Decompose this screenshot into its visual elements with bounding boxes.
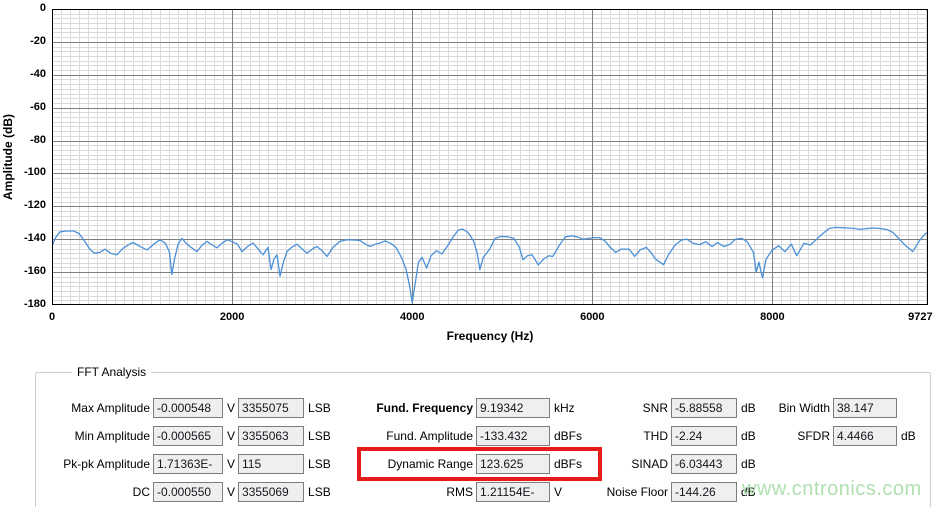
y-tick-label: -160 bbox=[23, 265, 46, 278]
min-amplitude-volts-field[interactable]: -0.000565 bbox=[153, 426, 223, 446]
y-tick-label: -80 bbox=[30, 133, 46, 146]
dbfs-unit: dBFs bbox=[554, 429, 583, 443]
x-axis-title: Frequency (Hz) bbox=[446, 329, 534, 343]
y-tick-label: -60 bbox=[30, 100, 46, 113]
x-tick-label: 0 bbox=[48, 311, 56, 323]
lsb-unit: LSB bbox=[308, 457, 331, 471]
db-unit: dB bbox=[741, 485, 756, 499]
pkpk-amplitude-lsb-field[interactable]: 115 bbox=[238, 454, 305, 474]
y-tick-label: -40 bbox=[30, 67, 46, 80]
min-amplitude-label: Min Amplitude bbox=[74, 429, 150, 443]
thd-row: THD -2.24 dB bbox=[585, 422, 756, 450]
khz-unit: kHz bbox=[554, 401, 575, 415]
y-tick-label: -120 bbox=[23, 199, 46, 212]
rms-field[interactable]: 1.21154E- bbox=[476, 482, 550, 502]
dc-label: DC bbox=[132, 485, 150, 499]
fund-amplitude-label: Fund. Amplitude bbox=[386, 429, 473, 443]
volts-unit: V bbox=[227, 485, 236, 499]
snr-label: SNR bbox=[642, 401, 668, 415]
max-amplitude-row: Max Amplitude -0.000548 V 3355075 LSB bbox=[40, 394, 331, 422]
dbfs-unit: dBFs bbox=[554, 457, 583, 471]
dc-lsb-field[interactable]: 3355069 bbox=[238, 482, 305, 502]
y-tick-label: 0 bbox=[39, 2, 46, 14]
volts-unit: V bbox=[554, 485, 563, 499]
noise-floor-label: Noise Floor bbox=[606, 485, 668, 499]
watermark-text: www.cntronics.com bbox=[742, 478, 922, 500]
noise-floor-row: Noise Floor -144.26 dB bbox=[585, 478, 756, 506]
sfdr-label: SFDR bbox=[797, 429, 830, 443]
spectrum-trace bbox=[51, 226, 929, 304]
bin-width-fields-column: Bin Width 38.147 SFDR 4.4466 dB bbox=[752, 394, 916, 450]
sinad-field[interactable]: -6.03443 bbox=[671, 454, 737, 474]
x-tick-label: 2000 bbox=[219, 311, 245, 323]
thd-field[interactable]: -2.24 bbox=[671, 426, 737, 446]
y-tick-label: -20 bbox=[30, 34, 46, 47]
pkpk-amplitude-label: Pk-pk Amplitude bbox=[63, 457, 150, 471]
bin-width-field[interactable]: 38.147 bbox=[833, 398, 897, 418]
spectrum-svg bbox=[51, 9, 929, 305]
lsb-unit: LSB bbox=[308, 429, 331, 443]
lsb-unit: LSB bbox=[308, 401, 331, 415]
db-unit: dB bbox=[741, 429, 756, 443]
pkpk-amplitude-volts-field[interactable]: 1.71363E- bbox=[153, 454, 223, 474]
snr-fields-column: SNR -5.88558 dB THD -2.24 dB SINAD -6.03… bbox=[585, 394, 756, 506]
volts-unit: V bbox=[227, 401, 236, 415]
sinad-row: SINAD -6.03443 dB bbox=[585, 450, 756, 478]
x-tick-label: 8000 bbox=[760, 311, 785, 323]
min-amplitude-lsb-field[interactable]: 3355063 bbox=[238, 426, 305, 446]
x-tick-label: 4000 bbox=[399, 311, 425, 323]
sfdr-row: SFDR 4.4466 dB bbox=[752, 422, 916, 450]
max-amplitude-label: Max Amplitude bbox=[71, 401, 150, 415]
dynamic-range-row: Dynamic Range 123.625 dBFs bbox=[340, 450, 582, 478]
y-tick-label: -100 bbox=[23, 166, 46, 179]
noise-floor-field[interactable]: -144.26 bbox=[671, 482, 737, 502]
y-tick-label: -140 bbox=[23, 232, 46, 245]
min-amplitude-row: Min Amplitude -0.000565 V 3355063 LSB bbox=[40, 422, 331, 450]
fundamental-fields-column: Fund. Frequency 9.19342 kHz Fund. Amplit… bbox=[340, 394, 582, 506]
sfdr-field[interactable]: 4.4466 bbox=[833, 426, 897, 446]
fund-amplitude-row: Fund. Amplitude -133.432 dBFs bbox=[340, 422, 582, 450]
y-axis-title: Amplitude (dB) bbox=[1, 114, 15, 200]
volts-unit: V bbox=[227, 429, 236, 443]
amplitude-fields-column: Max Amplitude -0.000548 V 3355075 LSB Mi… bbox=[40, 394, 331, 506]
db-unit: dB bbox=[901, 429, 916, 443]
fft-analysis-title: FFT Analysis bbox=[72, 365, 152, 379]
dynamic-range-field[interactable]: 123.625 bbox=[476, 454, 550, 474]
bin-width-label: Bin Width bbox=[778, 401, 830, 415]
spectrum-plot bbox=[51, 9, 929, 305]
y-tick-label: -180 bbox=[23, 298, 46, 310]
x-tick-label: 9727.47 bbox=[908, 311, 933, 323]
dynamic-range-label: Dynamic Range bbox=[387, 457, 473, 471]
lsb-unit: LSB bbox=[308, 485, 331, 499]
dynamic-range-highlight-box bbox=[357, 447, 602, 481]
max-amplitude-lsb-field[interactable]: 3355075 bbox=[238, 398, 305, 418]
rms-row: RMS 1.21154E- V bbox=[340, 478, 582, 506]
snr-row: SNR -5.88558 dB bbox=[585, 394, 756, 422]
max-amplitude-volts-field[interactable]: -0.000548 bbox=[153, 398, 223, 418]
fund-amplitude-field[interactable]: -133.432 bbox=[476, 426, 550, 446]
dc-volts-field[interactable]: -0.000550 bbox=[153, 482, 223, 502]
x-tick-label: 6000 bbox=[580, 311, 605, 323]
thd-label: THD bbox=[643, 429, 668, 443]
rms-label: RMS bbox=[446, 485, 473, 499]
fund-frequency-field[interactable]: 9.19342 bbox=[476, 398, 550, 418]
db-unit: dB bbox=[741, 457, 756, 471]
volts-unit: V bbox=[227, 457, 236, 471]
snr-field[interactable]: -5.88558 bbox=[671, 398, 737, 418]
pkpk-amplitude-row: Pk-pk Amplitude 1.71363E- V 115 LSB bbox=[40, 450, 331, 478]
fund-frequency-label: Fund. Frequency bbox=[376, 401, 473, 415]
db-unit: dB bbox=[741, 401, 756, 415]
bin-width-row: Bin Width 38.147 bbox=[752, 394, 916, 422]
fft-analysis-groupbox bbox=[35, 372, 931, 507]
sinad-label: SINAD bbox=[631, 457, 668, 471]
dc-row: DC -0.000550 V 3355069 LSB bbox=[40, 478, 331, 506]
fund-frequency-row: Fund. Frequency 9.19342 kHz bbox=[340, 394, 582, 422]
